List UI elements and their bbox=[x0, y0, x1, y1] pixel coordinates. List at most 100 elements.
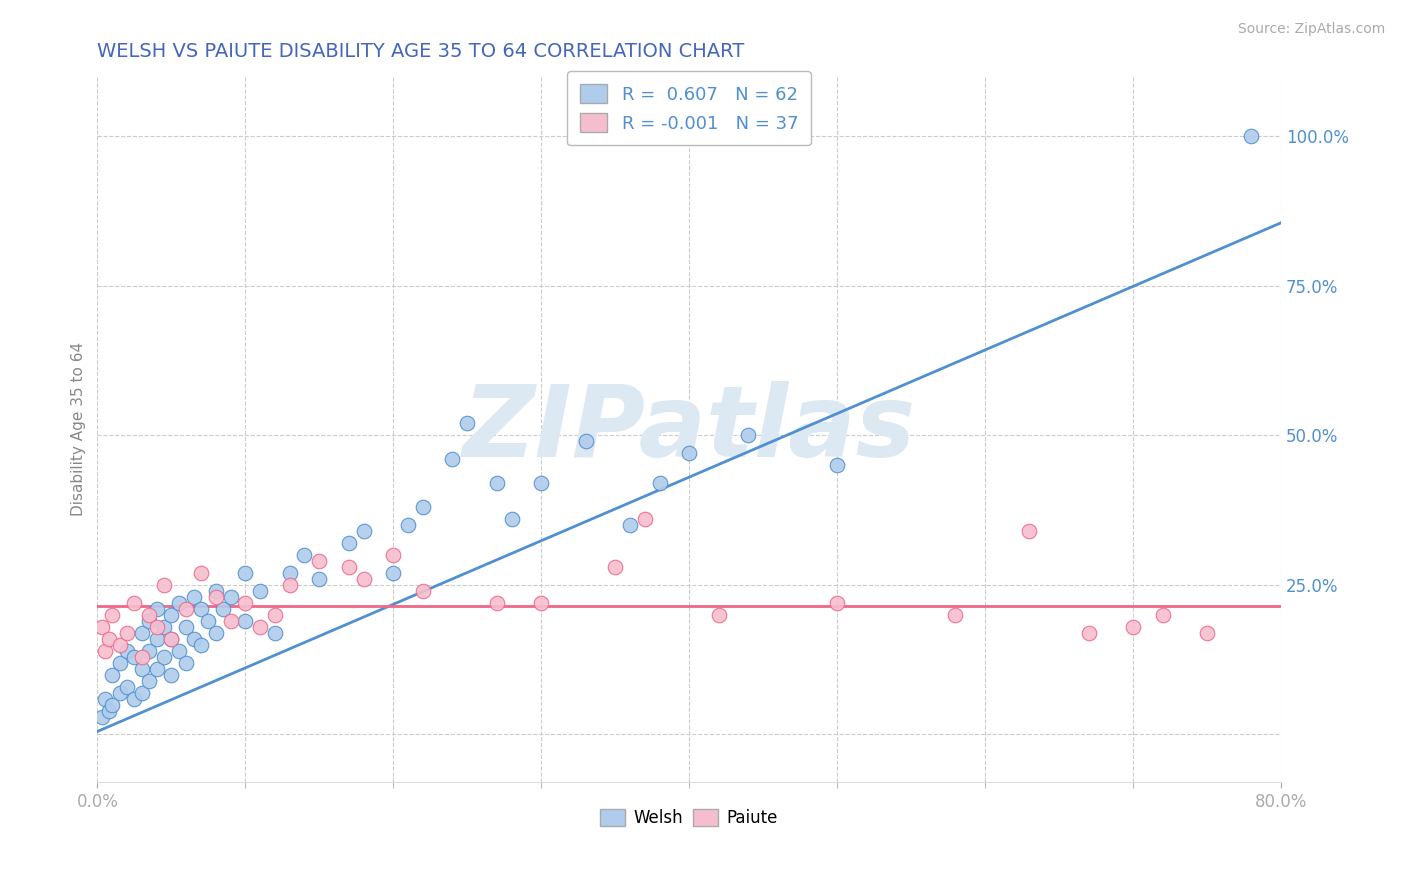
Point bbox=[183, 590, 205, 604]
Point bbox=[90, 620, 112, 634]
Point bbox=[153, 578, 176, 592]
Point bbox=[174, 620, 197, 634]
Point bbox=[337, 536, 360, 550]
Point bbox=[90, 709, 112, 723]
Point bbox=[197, 614, 219, 628]
Point bbox=[98, 704, 121, 718]
Point bbox=[145, 602, 167, 616]
Point bbox=[115, 643, 138, 657]
Point bbox=[825, 458, 848, 473]
Point bbox=[160, 667, 183, 681]
Point bbox=[101, 667, 124, 681]
Point bbox=[1018, 524, 1040, 538]
Point bbox=[138, 643, 160, 657]
Point bbox=[678, 446, 700, 460]
Point bbox=[825, 596, 848, 610]
Point bbox=[337, 560, 360, 574]
Legend: Welsh, Paiute: Welsh, Paiute bbox=[593, 803, 785, 834]
Point bbox=[485, 596, 508, 610]
Point bbox=[94, 643, 117, 657]
Point bbox=[412, 583, 434, 598]
Point bbox=[737, 428, 759, 442]
Point bbox=[530, 596, 553, 610]
Point bbox=[145, 620, 167, 634]
Text: Source: ZipAtlas.com: Source: ZipAtlas.com bbox=[1237, 22, 1385, 37]
Point bbox=[249, 620, 271, 634]
Point bbox=[115, 625, 138, 640]
Point bbox=[412, 500, 434, 514]
Point bbox=[233, 566, 256, 580]
Point bbox=[190, 638, 212, 652]
Point bbox=[138, 607, 160, 622]
Point bbox=[308, 572, 330, 586]
Point bbox=[98, 632, 121, 646]
Point bbox=[204, 590, 226, 604]
Point bbox=[131, 662, 153, 676]
Point bbox=[294, 548, 316, 562]
Point bbox=[945, 607, 967, 622]
Point bbox=[233, 596, 256, 610]
Point bbox=[278, 578, 301, 592]
Point bbox=[278, 566, 301, 580]
Point bbox=[212, 602, 235, 616]
Point bbox=[1077, 625, 1099, 640]
Point bbox=[634, 512, 657, 526]
Point bbox=[353, 572, 375, 586]
Point bbox=[249, 583, 271, 598]
Point bbox=[219, 590, 242, 604]
Point bbox=[648, 476, 671, 491]
Point bbox=[1122, 620, 1144, 634]
Point bbox=[190, 566, 212, 580]
Point bbox=[456, 417, 478, 431]
Point bbox=[1152, 607, 1174, 622]
Point bbox=[153, 649, 176, 664]
Y-axis label: Disability Age 35 to 64: Disability Age 35 to 64 bbox=[72, 343, 86, 516]
Point bbox=[115, 680, 138, 694]
Point bbox=[264, 625, 287, 640]
Point bbox=[94, 691, 117, 706]
Point bbox=[382, 566, 405, 580]
Point bbox=[101, 607, 124, 622]
Point bbox=[204, 625, 226, 640]
Point bbox=[190, 602, 212, 616]
Point bbox=[264, 607, 287, 622]
Point bbox=[167, 643, 190, 657]
Point bbox=[160, 632, 183, 646]
Point bbox=[605, 560, 627, 574]
Point bbox=[131, 649, 153, 664]
Point bbox=[131, 625, 153, 640]
Point bbox=[219, 614, 242, 628]
Point bbox=[145, 662, 167, 676]
Point bbox=[124, 691, 146, 706]
Point bbox=[108, 685, 131, 699]
Point bbox=[353, 524, 375, 538]
Point bbox=[174, 602, 197, 616]
Point bbox=[1240, 129, 1263, 144]
Point bbox=[124, 596, 146, 610]
Point bbox=[530, 476, 553, 491]
Point bbox=[396, 518, 419, 533]
Point bbox=[108, 638, 131, 652]
Point bbox=[160, 632, 183, 646]
Point bbox=[160, 607, 183, 622]
Point bbox=[441, 452, 464, 467]
Point bbox=[485, 476, 508, 491]
Point bbox=[153, 620, 176, 634]
Point bbox=[707, 607, 730, 622]
Point bbox=[138, 673, 160, 688]
Point bbox=[124, 649, 146, 664]
Point bbox=[308, 554, 330, 568]
Point bbox=[138, 614, 160, 628]
Point bbox=[204, 583, 226, 598]
Point bbox=[131, 685, 153, 699]
Point bbox=[167, 596, 190, 610]
Point bbox=[619, 518, 641, 533]
Point bbox=[145, 632, 167, 646]
Point bbox=[233, 614, 256, 628]
Point bbox=[183, 632, 205, 646]
Point bbox=[382, 548, 405, 562]
Point bbox=[501, 512, 523, 526]
Point bbox=[574, 434, 596, 449]
Point bbox=[108, 656, 131, 670]
Text: ZIPatlas: ZIPatlas bbox=[463, 381, 915, 478]
